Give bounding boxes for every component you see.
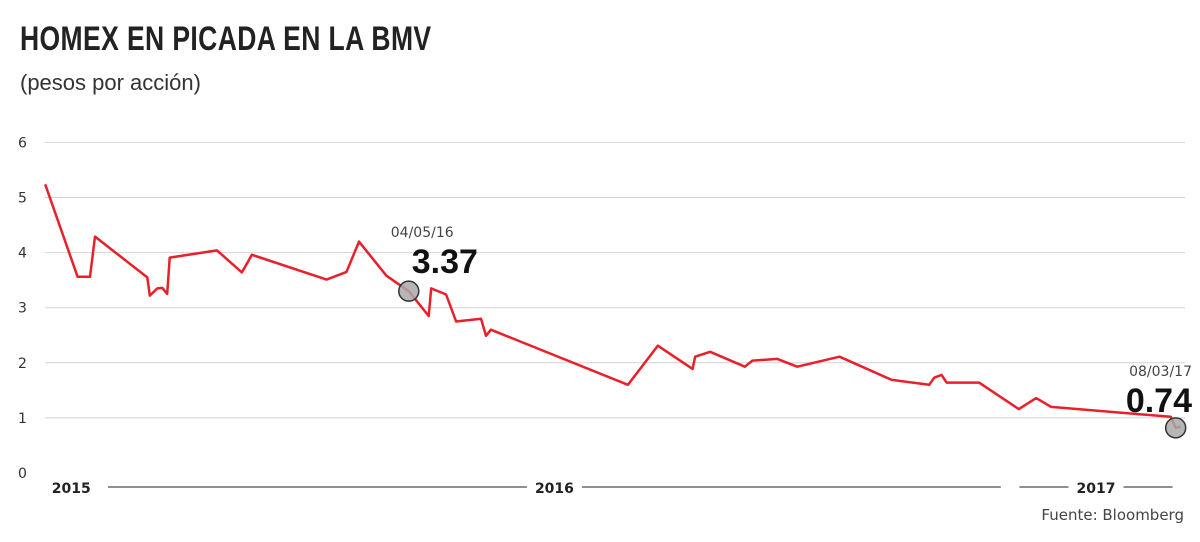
annotation-date: 08/03/17 [1129,364,1192,380]
annotation-value: 3.37 [412,243,478,281]
y-tick-label: 2 [18,356,27,372]
x-year-label: 2016 [535,481,574,497]
y-tick-label: 5 [18,191,27,207]
annotation-marker [1164,417,1187,439]
y-tick-label: 0 [18,466,27,482]
source-note: Fuente: Bloomberg [1041,506,1184,524]
y-tick-label: 4 [18,246,27,262]
y-tick-label: 1 [18,411,27,427]
y-tick-label: 6 [18,135,27,151]
x-year-label: 2015 [52,481,91,497]
annotation-value: 0.74 [1126,382,1192,420]
x-year-label: 2017 [1077,481,1116,497]
chart-title: HOMEX EN PICADA EN LA BMV [20,20,432,58]
y-tick-label: 3 [18,301,27,317]
chart-subtitle: (pesos por acción) [20,70,201,95]
annotation-date: 04/05/16 [391,225,454,241]
series-line-homex [44,183,1181,430]
annotation-marker [398,280,420,302]
